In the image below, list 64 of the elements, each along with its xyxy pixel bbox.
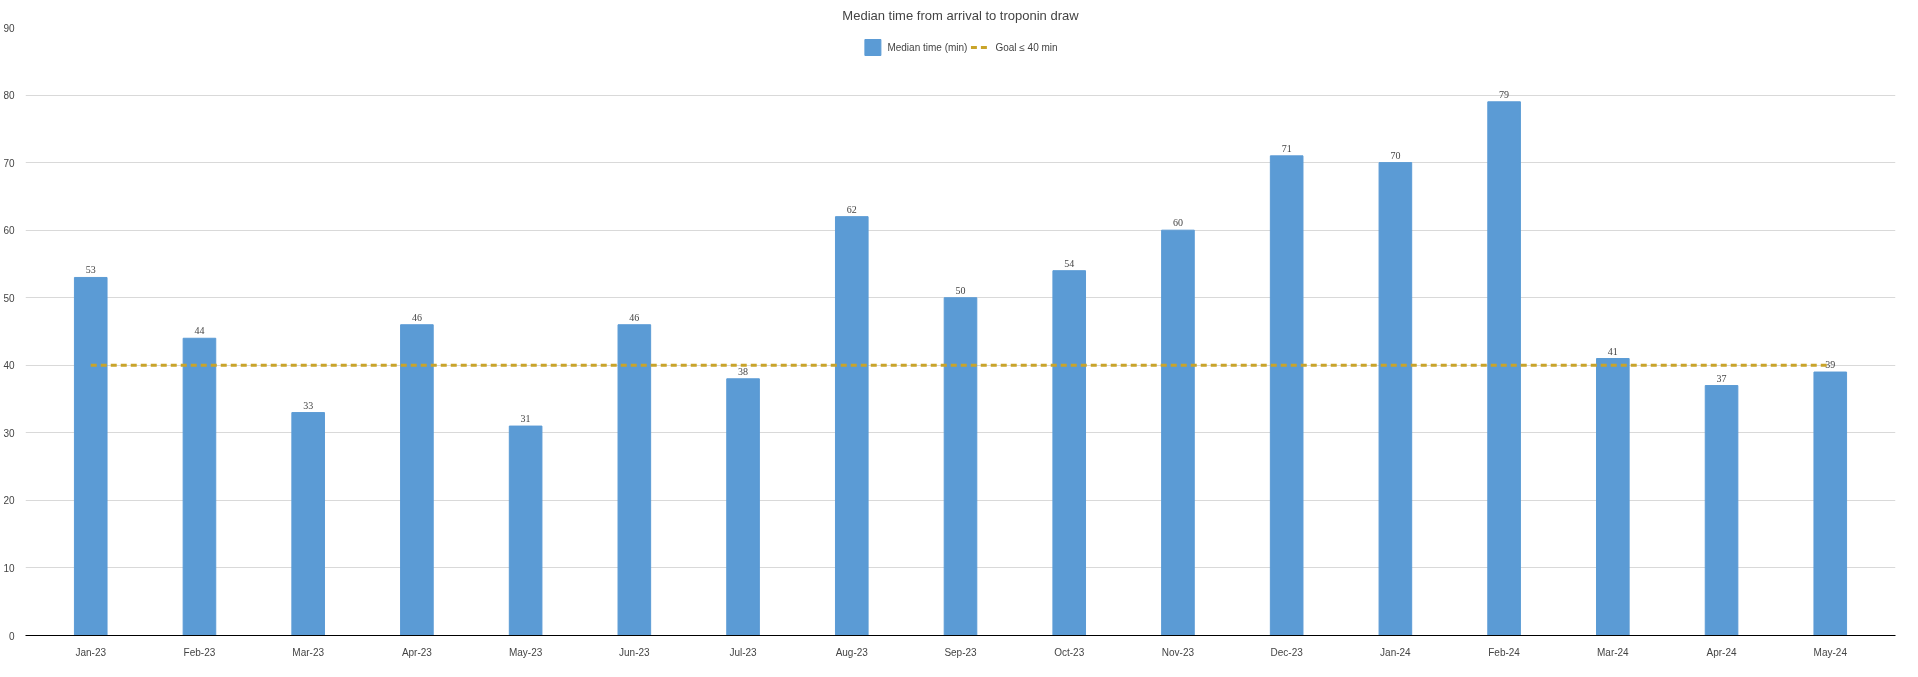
y-tick-label: 80 [3,90,15,102]
x-tick-label: Apr-24 [1706,646,1737,658]
x-tick-label: Mar-23 [292,646,325,658]
x-tick-label: Feb-24 [1488,646,1521,658]
bar [73,276,108,636]
data-label: 31 [520,413,531,425]
bar [1813,371,1848,636]
y-tick-label: 20 [3,495,15,507]
bar [1596,358,1630,636]
data-label: 39 [1825,359,1836,371]
data-label: 33 [303,399,314,411]
data-label: 53 [85,264,96,276]
y-tick-label: 40 [3,360,15,372]
x-tick-label: Sep-23 [944,646,978,658]
data-label: 60 [1172,217,1183,229]
data-label: 38 [738,365,749,377]
data-label: 46 [411,311,422,323]
data-label: 50 [955,284,966,296]
bar [508,425,543,636]
y-tick-label: 0 [8,630,15,642]
data-label: 70 [1390,149,1401,161]
data-label: 41 [1607,345,1618,357]
data-label: 62 [846,203,857,215]
bar [1161,229,1195,636]
bar [1487,101,1521,636]
x-tick-label: Apr-23 [401,646,433,658]
x-tick-label: Dec-23 [1270,646,1304,658]
data-label: 71 [1281,142,1292,154]
y-tick-label: 10 [3,562,15,574]
data-label: 46 [629,311,640,323]
x-tick-label: Aug-23 [835,646,869,658]
x-tick-label: May-24 [1813,646,1848,658]
x-tick-label: Feb-23 [183,646,216,658]
bar [1704,385,1739,636]
x-tick-label: Nov-23 [1161,646,1195,658]
bar [726,378,760,636]
bar [1269,155,1304,636]
x-tick-label: Mar-24 [1596,646,1630,658]
x-tick-label: Jan-23 [75,646,107,658]
data-label: 79 [1499,88,1510,100]
legend-label: Goal ≤ 40 min [995,41,1058,53]
legend-label: Median time (min) [887,41,968,53]
bar [400,324,434,636]
bar [834,216,869,636]
bar [1052,270,1087,636]
bar [943,297,978,636]
x-tick-label: Jun-23 [619,646,651,658]
x-tick-label: May-23 [508,646,543,658]
chart-title: Median time from arrival to troponin draw [842,7,1080,23]
x-tick-label: Jan-24 [1380,646,1412,658]
y-tick-label: 70 [3,157,15,169]
x-tick-label: Oct-23 [1054,646,1085,658]
y-tick-label: 30 [3,427,15,439]
data-label: 44 [194,325,205,337]
data-label: 37 [1716,372,1727,384]
data-label: 54 [1064,257,1075,269]
y-tick-label: 60 [3,225,15,237]
bar [1378,162,1413,636]
y-tick-label: 90 [3,22,15,34]
x-tick-label: Jul-23 [729,646,758,658]
bar [617,324,652,636]
bar [182,337,217,636]
bar [291,412,325,636]
y-tick-label: 50 [3,292,15,304]
